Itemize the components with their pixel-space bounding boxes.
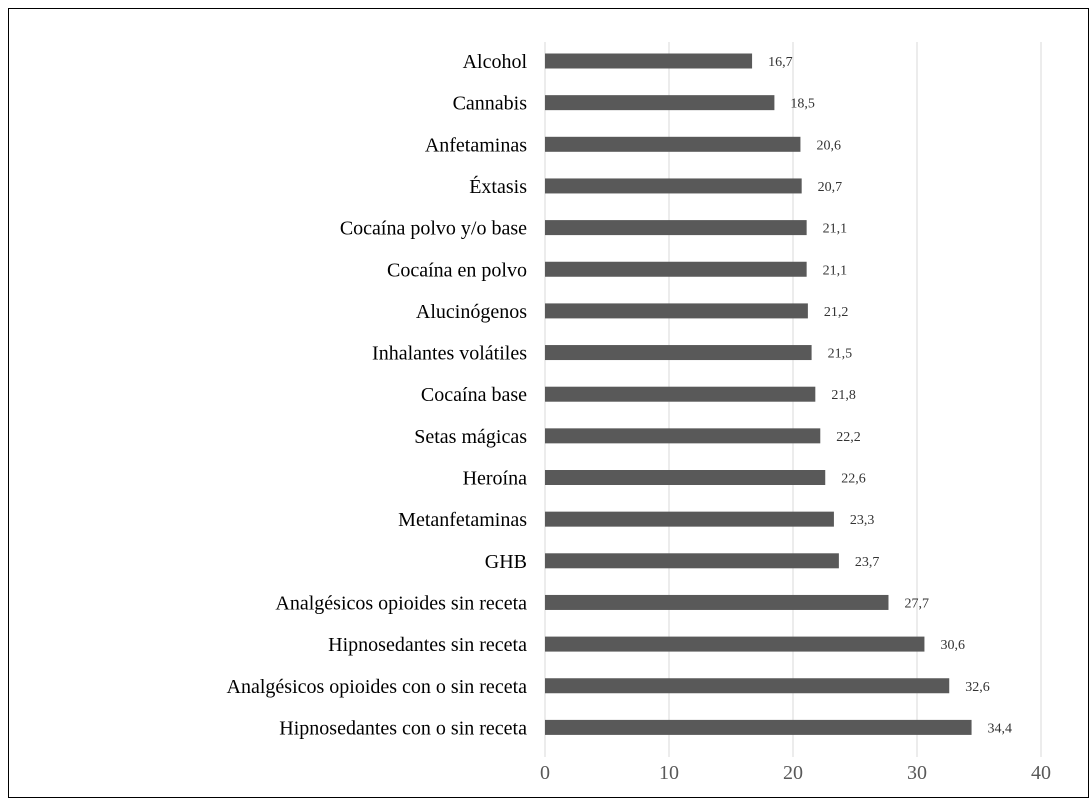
value-label: 23,7 <box>855 555 880 570</box>
bar <box>545 719 972 735</box>
value-label: 32,6 <box>965 680 990 695</box>
value-label: 18,5 <box>790 97 815 112</box>
bar <box>545 678 950 694</box>
value-label: 21,5 <box>828 347 853 362</box>
chart-frame: Alcohol Cannabis Anfetaminas Éxtasis Cocaína… <box>8 8 1089 798</box>
bar <box>545 178 802 194</box>
category-label: Metanfetaminas <box>398 509 527 531</box>
category-label: Cocaína en polvo <box>387 259 527 281</box>
value-label: 21,2 <box>824 305 849 320</box>
value-label: 22,2 <box>836 430 861 445</box>
category-label: Analgésicos opioides con o sin receta <box>227 676 528 698</box>
x-axis-ticks: 0 10 20 30 40 <box>540 762 1051 784</box>
value-label: 20,6 <box>816 138 841 153</box>
x-tick-label: 20 <box>783 762 803 784</box>
x-tick-label: 10 <box>659 762 679 784</box>
category-label: Setas mágicas <box>414 426 527 448</box>
bar <box>545 511 834 527</box>
bar <box>545 428 821 444</box>
x-tick-label: 0 <box>540 762 550 784</box>
category-label: Hipnosedantes con o sin receta <box>279 717 527 739</box>
category-label: Cocaína base <box>421 384 527 406</box>
value-label: 23,3 <box>850 513 875 528</box>
bar <box>545 386 816 402</box>
bar <box>545 636 925 652</box>
category-label: Anfetaminas <box>425 134 527 156</box>
category-label: Alcohol <box>463 51 528 73</box>
bar <box>545 261 807 277</box>
bar <box>545 303 808 319</box>
value-label: 30,6 <box>940 638 965 653</box>
x-tick-label: 30 <box>907 762 927 784</box>
value-label: 21,8 <box>831 388 856 403</box>
value-label: 16,7 <box>768 55 793 70</box>
category-label: Inhalantes volátiles <box>372 343 527 365</box>
value-label: 21,1 <box>823 222 848 237</box>
bar <box>545 53 753 69</box>
category-label: Analgésicos opioides sin receta <box>275 592 527 614</box>
value-label: 34,4 <box>988 721 1013 736</box>
category-label: Hipnosedantes sin receta <box>328 634 527 656</box>
bar <box>545 345 812 361</box>
category-label: Cocaína polvo y/o base <box>340 218 527 240</box>
category-label: GHB <box>485 551 527 573</box>
value-label: 22,6 <box>841 472 866 487</box>
bar-chart: Alcohol Cannabis Anfetaminas Éxtasis Cocaína… <box>227 42 1051 784</box>
category-label: Heroína <box>463 468 528 490</box>
value-label: 21,1 <box>823 263 848 278</box>
bar <box>545 553 839 569</box>
category-label: Éxtasis <box>469 175 527 198</box>
value-label: 27,7 <box>904 596 929 611</box>
bars <box>545 53 972 735</box>
bar <box>545 594 889 610</box>
bar <box>545 136 801 152</box>
value-label: 20,7 <box>818 180 843 195</box>
bar <box>545 95 775 111</box>
bar <box>545 220 807 236</box>
category-label: Alucinógenos <box>416 301 527 323</box>
category-labels: Alcohol Cannabis Anfetaminas Éxtasis Cocaína… <box>227 51 528 739</box>
bar <box>545 470 826 485</box>
value-labels: 16,7 18,5 20,6 20,7 21,1 21,1 21,2 21,5 21,8 22,2… <box>768 55 1012 736</box>
category-label: Cannabis <box>453 93 528 115</box>
x-tick-label: 40 <box>1031 762 1051 784</box>
